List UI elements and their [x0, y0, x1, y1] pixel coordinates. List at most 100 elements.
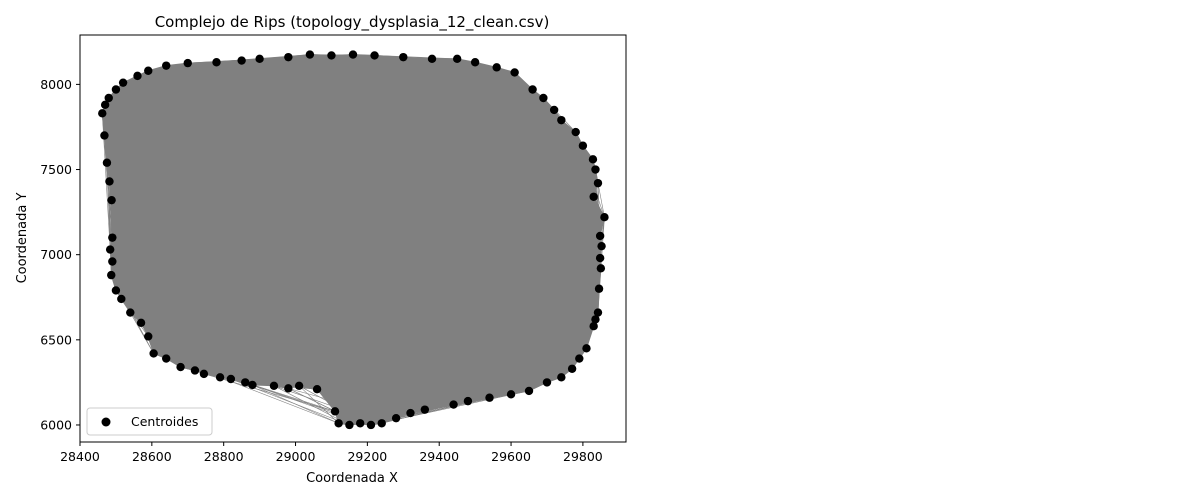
legend-marker-centroides	[101, 417, 111, 427]
centroid-point	[144, 332, 153, 341]
centroid-point	[449, 400, 458, 409]
complex-edge	[109, 89, 117, 250]
centroid-point	[549, 105, 559, 115]
complex-edge	[130, 312, 232, 380]
complex-edge	[453, 394, 512, 405]
complex-edge	[104, 62, 188, 136]
centroid-point	[144, 66, 153, 75]
centroid-point	[111, 85, 121, 94]
centroid-point	[105, 245, 115, 254]
complex-edge	[112, 261, 181, 368]
axes-frame	[79, 34, 627, 443]
complex-edge	[532, 89, 562, 121]
centroid-point	[284, 384, 293, 393]
centroid-point	[162, 354, 171, 363]
rips-complex-edges	[101, 54, 605, 426]
chart-title: Complejo de Rips (topology_dysplasia_12_…	[155, 13, 550, 32]
centroid-point	[528, 85, 537, 94]
complex-edge	[431, 58, 576, 133]
centroid-point	[485, 393, 494, 402]
centroid-point	[107, 195, 116, 205]
complex-edge	[374, 55, 555, 111]
centroid-point	[162, 61, 171, 70]
centroid-point	[391, 413, 401, 423]
complex-edge	[109, 249, 117, 291]
centroid-point	[212, 58, 221, 67]
complex-edge	[104, 75, 138, 136]
complex-edge	[109, 70, 149, 182]
complex-edge	[153, 353, 275, 387]
complex-edge	[335, 404, 454, 412]
centroid-point	[345, 420, 354, 430]
centroid-point	[312, 385, 322, 394]
complex-edge	[403, 56, 533, 90]
centroid-point	[589, 322, 598, 331]
complex-edge	[140, 322, 246, 383]
complex-edge	[595, 169, 605, 218]
centroid-point	[255, 54, 264, 64]
y-tick-label: 6000	[40, 417, 72, 432]
complex-edge	[273, 385, 350, 426]
complex-edge	[597, 183, 601, 236]
x-tick-label: 28400	[60, 449, 100, 464]
centroid-point	[108, 233, 117, 242]
centroid-point	[452, 54, 462, 64]
centroid-point	[98, 109, 107, 118]
centroid-point	[284, 52, 293, 62]
centroid-point	[557, 115, 566, 125]
centroid-point	[588, 155, 598, 164]
centroid-point	[237, 56, 246, 65]
complex-edge	[298, 385, 339, 424]
complex-edge	[316, 389, 350, 426]
complex-edge	[112, 82, 124, 238]
centroid-point	[305, 50, 315, 59]
complex-edge	[111, 274, 196, 371]
centroid-point	[582, 344, 591, 353]
complex-edge	[331, 55, 404, 58]
centroid-point	[327, 51, 336, 60]
centroid-point	[199, 369, 209, 379]
y-tick-label: 7500	[40, 162, 72, 177]
centroid-point	[241, 378, 250, 387]
centroid-point	[111, 286, 121, 295]
x-tick-label: 29000	[276, 449, 316, 464]
complex-edge	[219, 377, 339, 424]
x-tick-label: 29200	[347, 449, 387, 464]
centroid-point	[597, 241, 606, 251]
centroid-point	[595, 231, 605, 241]
complex-edge	[108, 58, 260, 99]
complex-edge	[514, 72, 584, 146]
complex-edge	[105, 60, 242, 106]
centroid-point	[133, 71, 142, 81]
complex-edge	[582, 145, 601, 237]
complex-edge	[467, 368, 573, 402]
centroid-point	[470, 58, 480, 67]
complex-edge	[288, 56, 497, 68]
plot-area	[79, 34, 627, 443]
y-axis-label: Coordenada Y	[15, 193, 30, 284]
centroid-point	[591, 315, 600, 324]
centroid-point	[117, 294, 126, 304]
complex-edge	[370, 412, 411, 426]
complex-edge	[489, 319, 596, 398]
complex-edge	[121, 298, 149, 337]
y-tick-label: 7000	[40, 247, 72, 262]
centroid-point	[578, 141, 588, 150]
y-tick-label: 8000	[40, 77, 72, 92]
centroid-point	[104, 93, 113, 103]
complex-edge	[467, 325, 594, 402]
centroid-point	[105, 177, 114, 186]
centroid-point	[100, 100, 110, 110]
centroid-point	[506, 390, 516, 399]
complex-edge	[496, 67, 544, 99]
complex-edge	[148, 61, 217, 72]
centroid-point	[136, 318, 146, 327]
x-tick-label: 29800	[563, 449, 603, 464]
centroid-point	[100, 131, 109, 140]
centroid-point	[334, 419, 343, 428]
complex-edge	[245, 382, 336, 412]
complex-edge	[467, 390, 530, 402]
centroid-point	[524, 386, 534, 396]
centroid-point	[567, 364, 577, 373]
